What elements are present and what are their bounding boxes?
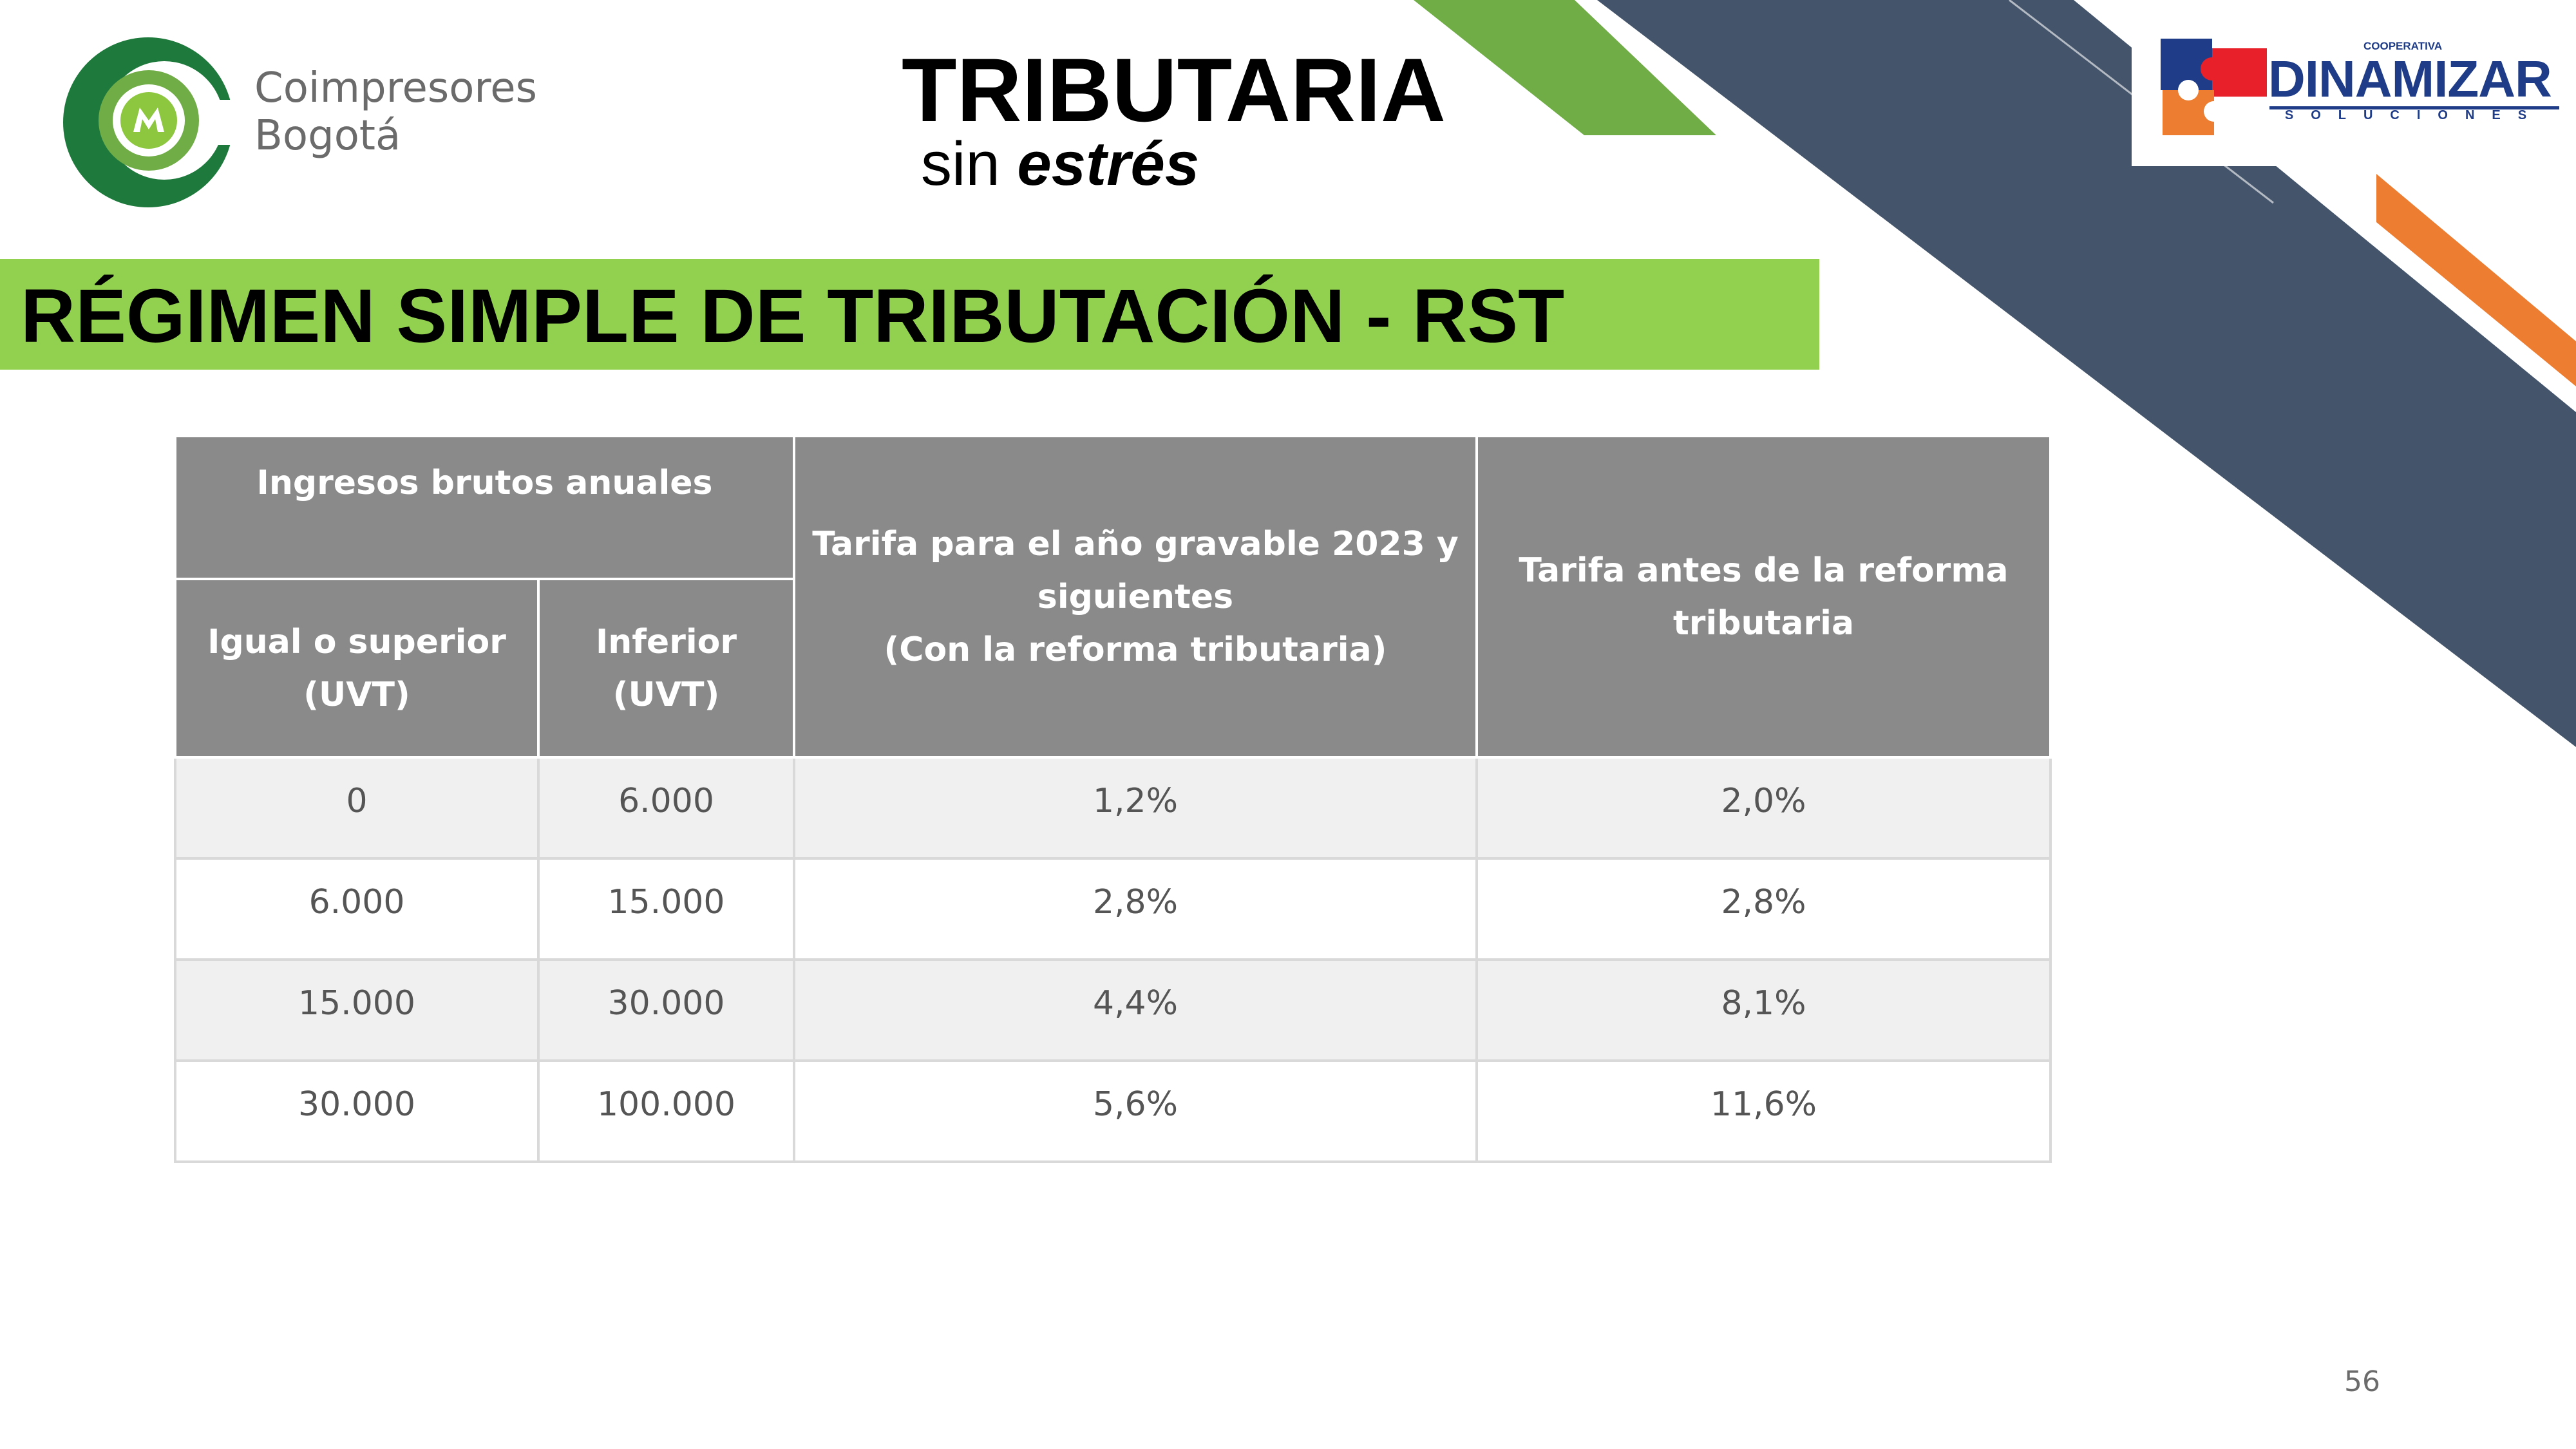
table-row: 0 6.000 1,2% 2,0% xyxy=(174,756,2052,860)
page-subtitle: sin estrés xyxy=(921,129,1199,200)
dinamizar-soluciones: SOLUCIONES xyxy=(2284,108,2544,122)
section-title: RÉGIMEN SIMPLE DE TRIBUTACIÓN - RST xyxy=(21,274,1565,359)
cell-tarifa-anterior: 2,8% xyxy=(1475,857,2052,961)
dinamizar-divider xyxy=(2269,106,2559,109)
header-igual-superior-line2: (UVT) xyxy=(303,675,410,714)
header-tarifa-nueva: Tarifa para el año gravable 2023 y sigui… xyxy=(793,435,1478,759)
header-inferior-line1: Inferior xyxy=(595,622,737,661)
cell-tarifa-anterior: 8,1% xyxy=(1475,958,2052,1062)
orange-stripe xyxy=(2376,174,2576,386)
header-igual-superior: Igual o superior (UVT) xyxy=(174,578,540,759)
cell-tarifa-anterior: 2,0% xyxy=(1475,756,2052,860)
header-tarifa-nueva-line1: Tarifa para el año gravable 2023 y xyxy=(812,524,1459,564)
coimpresores-line1: Coimpresores xyxy=(254,64,537,112)
header-tarifa-nueva-line3: (Con la reforma tributaria) xyxy=(884,630,1387,669)
cell-tarifa-nueva: 4,4% xyxy=(793,958,1478,1062)
cell-tarifa-anterior: 11,6% xyxy=(1475,1059,2052,1163)
subtitle-emphasis: estrés xyxy=(1017,129,1200,198)
header-tarifa-anterior-line1: Tarifa antes de la reforma xyxy=(1519,551,2009,590)
dinamizar-logo: COOPERATIVA DINAMIZAR SOLUCIONES xyxy=(2132,0,2576,166)
green-stripe xyxy=(1414,0,1716,135)
cell-min: 15.000 xyxy=(174,958,540,1062)
coimpresores-line2: Bogotá xyxy=(254,112,401,160)
header-igual-superior-line1: Igual o superior xyxy=(207,622,506,661)
subtitle-plain: sin xyxy=(921,129,1018,198)
cell-max: 15.000 xyxy=(537,857,795,961)
page-title: TRIBUTARIA xyxy=(902,39,1446,140)
header-inferior-line2: (UVT) xyxy=(612,675,720,714)
navy-band xyxy=(1597,0,2576,747)
section-banner: RÉGIMEN SIMPLE DE TRIBUTACIÓN - RST xyxy=(0,259,1819,370)
table-row: 6.000 15.000 2,8% 2,8% xyxy=(174,857,2052,961)
header-tarifa-anterior-line2: tributaria xyxy=(1672,603,1855,643)
puzzle-icon xyxy=(2161,39,2267,135)
header-ingresos-brutos: Ingresos brutos anuales xyxy=(174,435,795,580)
cell-tarifa-nueva: 2,8% xyxy=(793,857,1478,961)
cell-max: 30.000 xyxy=(537,958,795,1062)
cell-tarifa-nueva: 5,6% xyxy=(793,1059,1478,1163)
coimpresores-name: Coimpresores Bogotá xyxy=(254,64,537,160)
rst-rates-table: Ingresos brutos anuales Tarifa para el a… xyxy=(174,435,2052,1163)
page-number: 56 xyxy=(2344,1365,2380,1398)
table-row: 30.000 100.000 5,6% 11,6% xyxy=(174,1059,2052,1163)
cell-min: 0 xyxy=(174,756,540,860)
cell-max: 100.000 xyxy=(537,1059,795,1163)
header-tarifa-anterior: Tarifa antes de la reforma tributaria xyxy=(1475,435,2052,759)
header-inferior: Inferior (UVT) xyxy=(537,578,795,759)
dinamizar-cooperativa: COOPERATIVA xyxy=(2363,40,2443,52)
table-row: 15.000 30.000 4,4% 8,1% xyxy=(174,958,2052,1062)
cell-min: 30.000 xyxy=(174,1059,540,1163)
cell-max: 6.000 xyxy=(537,756,795,860)
header-tarifa-nueva-line2: siguientes xyxy=(1037,577,1234,616)
coimpresores-logo xyxy=(63,37,235,207)
cell-min: 6.000 xyxy=(174,857,540,961)
dinamizar-name: DINAMIZAR xyxy=(2268,50,2552,108)
cell-tarifa-nueva: 1,2% xyxy=(793,756,1478,860)
